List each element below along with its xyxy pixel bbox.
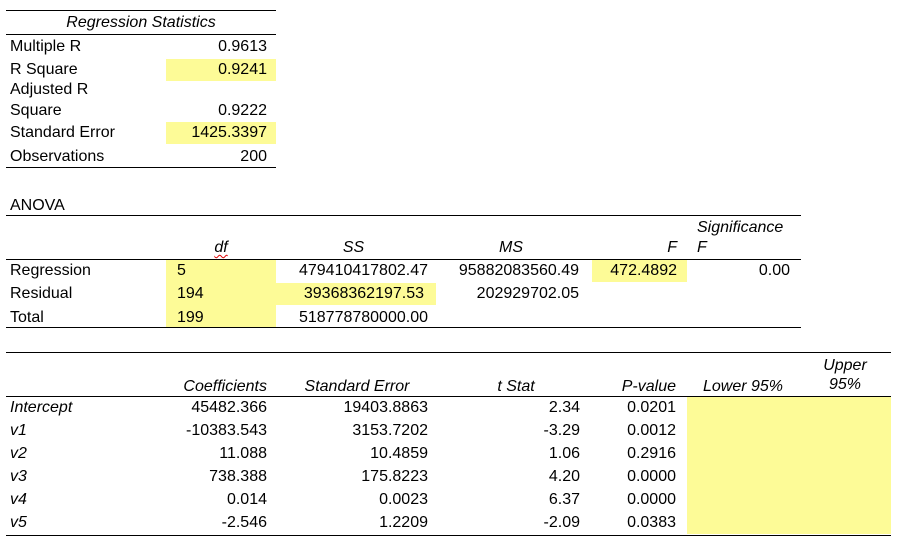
coef-value: -2.546 bbox=[221, 514, 267, 531]
anova-ms: 202929702.05 bbox=[476, 285, 579, 302]
coef-standard-error: 1.2209 bbox=[379, 514, 428, 531]
regstats-label: Multiple R bbox=[10, 38, 82, 55]
anova-row-label: Residual bbox=[10, 285, 73, 302]
regstats-value: 0.9613 bbox=[218, 38, 267, 55]
anova-df: 199 bbox=[177, 309, 204, 326]
coef-header-t-stat: t Stat bbox=[497, 378, 535, 395]
regstats-label: Square bbox=[10, 102, 62, 119]
coef-p-value: 0.0000 bbox=[627, 491, 676, 508]
anova-row-label: Regression bbox=[10, 262, 91, 279]
coef-header-upper: 95% bbox=[828, 376, 862, 393]
anova-header-significance: Significance bbox=[697, 219, 784, 236]
regstats-label: R Square bbox=[10, 61, 78, 78]
regstats-header-rule bbox=[6, 34, 276, 35]
regstats-top-rule bbox=[6, 10, 276, 11]
anova-header-rule bbox=[6, 259, 801, 260]
anova-ss: 518778780000.00 bbox=[298, 309, 428, 326]
anova-df-highlight bbox=[166, 260, 276, 327]
anova-header-ms: MS bbox=[499, 239, 523, 256]
anova-title: ANOVA bbox=[10, 197, 65, 214]
coef-row-label: v2 bbox=[10, 445, 27, 462]
coef-t-stat: -3.29 bbox=[543, 422, 580, 439]
anova-df: 5 bbox=[177, 262, 186, 279]
anova-row-label: Total bbox=[10, 309, 44, 326]
coef-p-value: 0.0201 bbox=[627, 399, 676, 416]
regstats-label: Standard Error bbox=[10, 124, 115, 141]
coef-t-stat: -2.09 bbox=[543, 514, 580, 531]
coef-row-label: v3 bbox=[10, 468, 27, 485]
coef-header-p-value: P-value bbox=[621, 378, 676, 395]
coef-standard-error: 3153.7202 bbox=[352, 422, 428, 439]
coef-header-standard-error: Standard Error bbox=[304, 378, 410, 395]
anova-header-df: df bbox=[214, 239, 228, 256]
anova-header-f: F bbox=[667, 239, 677, 256]
anova-f: 472.4892 bbox=[610, 262, 677, 279]
coef-value: 0.014 bbox=[226, 491, 267, 508]
coef-t-stat: 2.34 bbox=[548, 399, 580, 416]
coef-value: 45482.366 bbox=[191, 399, 267, 416]
coef-standard-error: 10.4859 bbox=[370, 445, 428, 462]
coef-header-lower: Lower 95% bbox=[702, 378, 784, 395]
coef-t-stat: 6.37 bbox=[548, 491, 580, 508]
coef-standard-error: 0.0023 bbox=[379, 491, 428, 508]
coef-row-label: v4 bbox=[10, 491, 27, 508]
coef-bottom-rule bbox=[6, 535, 891, 536]
anova-residual-ss-highlight bbox=[276, 283, 436, 305]
regstats-label: Observations bbox=[10, 148, 105, 165]
coef-value: 11.088 bbox=[219, 445, 267, 462]
anova-significance: 0.00 bbox=[758, 262, 790, 279]
anova-ss: 479410417802.47 bbox=[298, 262, 428, 279]
r-square-highlight bbox=[166, 59, 276, 81]
coef-header-coefficients: Coefficients bbox=[183, 378, 267, 395]
anova-ss: 39368362197.53 bbox=[303, 285, 424, 302]
coef-p-value: 0.2916 bbox=[627, 445, 676, 462]
coef-top-rule bbox=[6, 352, 891, 353]
regstats-bottom-rule bbox=[6, 167, 276, 168]
coef-t-stat: 4.20 bbox=[548, 468, 580, 485]
coef-row-label: v1 bbox=[10, 422, 27, 439]
anova-df: 194 bbox=[177, 285, 204, 302]
anova-header-ss: SS bbox=[342, 239, 365, 256]
coef-header-upper: Upper bbox=[823, 357, 867, 374]
coef-p-value: 0.0383 bbox=[627, 514, 676, 531]
coef-header-rule bbox=[6, 396, 891, 397]
confidence-interval-highlight bbox=[687, 396, 891, 534]
regstats-value: 0.9241 bbox=[218, 61, 267, 78]
coef-row-label: Intercept bbox=[10, 399, 73, 416]
regstats-title: Regression Statistics bbox=[66, 14, 216, 31]
coef-value: 738.388 bbox=[209, 468, 267, 485]
regstats-value: 200 bbox=[240, 148, 267, 165]
coef-t-stat: 1.06 bbox=[548, 445, 580, 462]
anova-f-highlight bbox=[592, 260, 687, 282]
coef-p-value: 0.0000 bbox=[627, 468, 676, 485]
standard-error-highlight bbox=[166, 122, 276, 144]
regstats-value: 1425.3397 bbox=[191, 124, 267, 141]
coef-p-value: 0.0012 bbox=[627, 422, 676, 439]
anova-bottom-rule bbox=[6, 327, 801, 328]
coef-row-label: v5 bbox=[10, 514, 27, 531]
anova-top-rule bbox=[6, 215, 801, 216]
coef-value: -10383.543 bbox=[186, 422, 267, 439]
anova-header-significance: F bbox=[697, 239, 707, 256]
coef-standard-error: 175.8223 bbox=[361, 468, 428, 485]
coef-standard-error: 19403.8863 bbox=[343, 399, 428, 416]
regstats-label: Adjusted R bbox=[10, 81, 89, 98]
regstats-value: 0.9222 bbox=[218, 102, 267, 119]
anova-ms: 95882083560.49 bbox=[458, 262, 579, 279]
